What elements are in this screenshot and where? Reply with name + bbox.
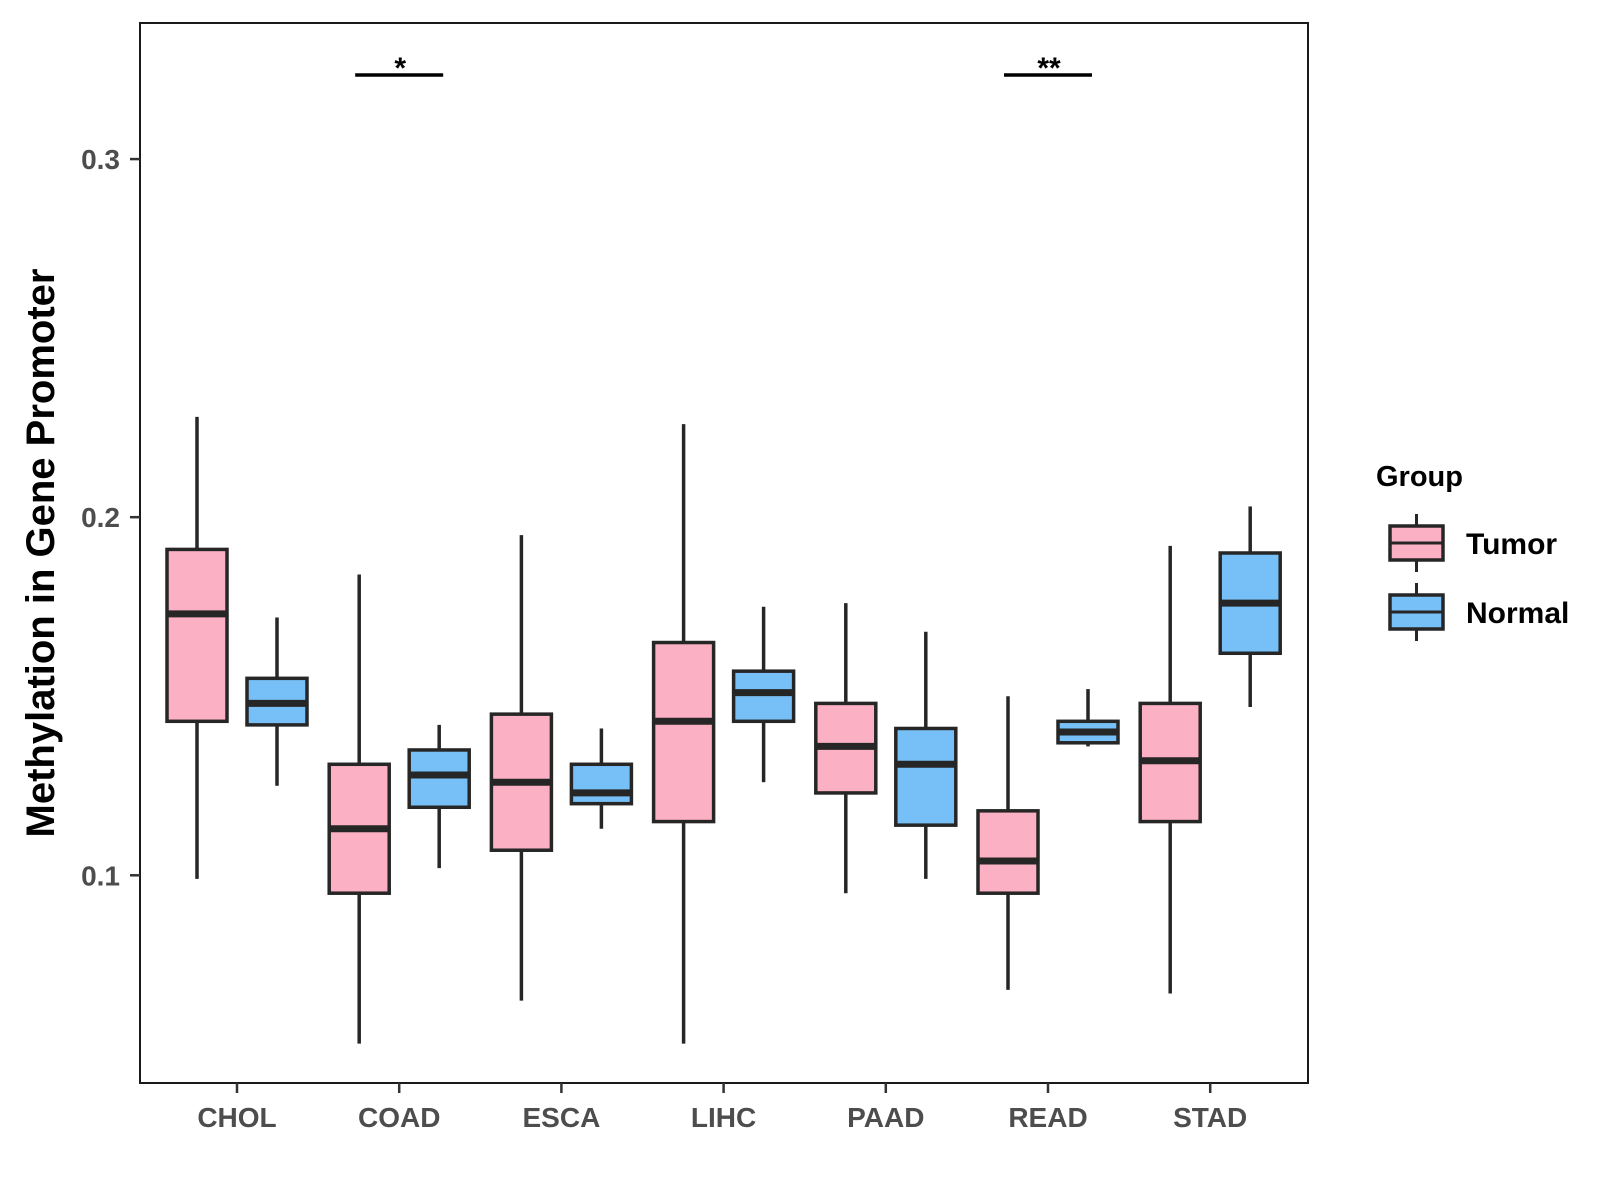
legend-item-normal: Normal <box>1388 583 1569 641</box>
x-tick-label-read: READ <box>1008 1102 1087 1133</box>
x-tick-label-paad: PAAD <box>847 1102 924 1133</box>
box-paad-normal <box>894 631 958 879</box>
legend-label-normal: Normal <box>1466 597 1569 630</box>
significance-label-coad: * <box>394 52 406 85</box>
box-body-esca-normal <box>569 762 634 806</box>
x-tick-label-lihc: LIHC <box>691 1102 756 1133</box>
y-axis-title: Methylation in Gene Promoter <box>19 269 63 838</box>
legend-title: Group <box>1376 461 1463 493</box>
y-tick-label-0: 0.1 <box>81 860 120 891</box>
box-stad-normal <box>1218 506 1282 707</box>
box-paad-tumor <box>814 603 878 894</box>
y-axis: 0.1 0.2 0.3 <box>81 144 140 891</box>
box-coad-normal <box>407 724 471 869</box>
box-body-paad-normal <box>894 726 958 827</box>
box-chol-normal <box>245 617 309 786</box>
box-esca-normal <box>569 728 634 829</box>
box-read-normal <box>1056 689 1120 747</box>
significance-label-read: ** <box>1037 52 1061 85</box>
legend-item-tumor: Tumor <box>1388 514 1557 572</box>
box-body-chol-tumor <box>165 547 229 724</box>
box-lihc-tumor <box>651 424 716 1044</box>
x-tick-label-coad: COAD <box>358 1102 440 1133</box>
box-body-coad-normal <box>407 748 471 810</box>
legend-label-tumor: Tumor <box>1466 528 1557 561</box>
x-tick-label-stad: STAD <box>1173 1102 1247 1133</box>
legend: Group Tumor Normal <box>1376 461 1569 641</box>
y-tick-label-2: 0.3 <box>81 144 120 175</box>
x-axis: CHOL COAD ESCA LIHC PAAD READ STAD <box>197 1083 1247 1133</box>
plot-panel <box>139 22 1309 1084</box>
x-tick-label-chol: CHOL <box>197 1102 276 1133</box>
box-body-lihc-tumor <box>651 640 716 824</box>
box-read-tumor <box>976 696 1040 990</box>
box-body-read-tumor <box>976 809 1040 895</box>
box-body-lihc-normal <box>731 669 796 724</box>
box-esca-tumor <box>489 535 554 1001</box>
box-coad-tumor <box>327 574 391 1044</box>
x-tick-label-esca: ESCA <box>523 1102 601 1133</box>
y-tick-label-1: 0.2 <box>81 502 120 533</box>
chart-marks: * ** <box>165 52 1282 1044</box>
box-chol-tumor <box>165 416 229 879</box>
box-lihc-normal <box>731 606 796 783</box>
box-stad-tumor <box>1138 545 1202 994</box>
